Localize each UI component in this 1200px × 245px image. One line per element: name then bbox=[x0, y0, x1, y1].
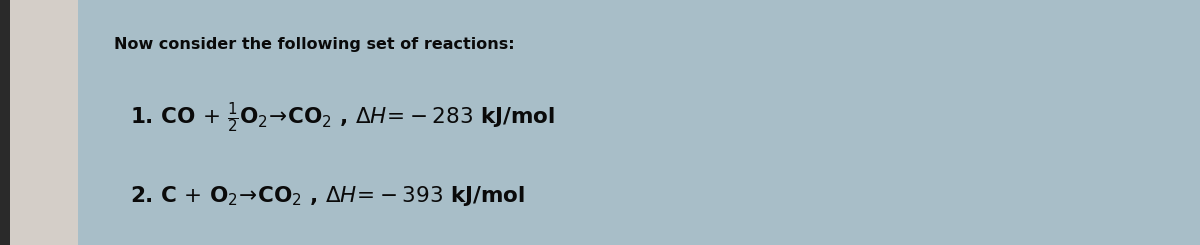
Text: 2. C $+$ O$_2\!\rightarrow\!$CO$_2$ , $\Delta H\!=\!-393$ kJ/mol: 2. C $+$ O$_2\!\rightarrow\!$CO$_2$ , $\… bbox=[130, 184, 524, 208]
Text: Now consider the following set of reactions:: Now consider the following set of reacti… bbox=[114, 37, 515, 52]
Text: 1. CO $+\ \frac{1}{2}$O$_2\!\rightarrow\!$CO$_2$ , $\Delta H\!=\!-283$ kJ/mol: 1. CO $+\ \frac{1}{2}$O$_2\!\rightarrow\… bbox=[130, 100, 554, 135]
